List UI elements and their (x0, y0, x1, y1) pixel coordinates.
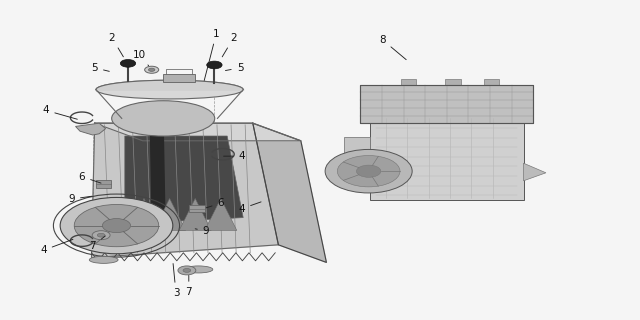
Circle shape (178, 266, 196, 275)
Bar (370, 117, 524, 200)
Polygon shape (205, 198, 237, 230)
Circle shape (120, 60, 136, 67)
Circle shape (97, 233, 105, 237)
Text: 4: 4 (239, 202, 261, 214)
Text: 2: 2 (109, 33, 124, 57)
Polygon shape (154, 198, 186, 230)
Text: 4: 4 (223, 151, 245, 161)
Circle shape (148, 68, 155, 71)
Circle shape (102, 219, 131, 233)
Text: 8: 8 (380, 35, 406, 60)
Circle shape (92, 231, 110, 240)
Bar (163, 74, 195, 82)
Polygon shape (128, 198, 160, 230)
Polygon shape (150, 128, 165, 230)
Bar (445, 79, 461, 85)
Bar (96, 180, 111, 188)
Ellipse shape (184, 266, 212, 273)
Text: 7: 7 (186, 276, 192, 297)
Text: 9: 9 (195, 226, 209, 236)
Text: 4: 4 (43, 105, 77, 119)
Polygon shape (253, 123, 326, 262)
Text: 6: 6 (206, 198, 224, 208)
Text: 5: 5 (92, 63, 109, 73)
Circle shape (325, 149, 412, 193)
Text: 7: 7 (90, 236, 106, 251)
Circle shape (207, 61, 222, 69)
Text: 9: 9 (68, 194, 92, 204)
Circle shape (60, 197, 173, 254)
Polygon shape (76, 123, 106, 135)
Text: 1: 1 (204, 28, 220, 81)
Bar (360, 85, 533, 123)
Polygon shape (125, 136, 243, 224)
Bar (484, 79, 499, 85)
Ellipse shape (111, 101, 215, 136)
Polygon shape (92, 123, 278, 258)
Circle shape (183, 268, 191, 272)
Circle shape (74, 204, 159, 247)
Bar (189, 205, 205, 212)
Polygon shape (524, 163, 546, 181)
Bar (360, 85, 533, 123)
Polygon shape (95, 123, 301, 141)
Text: 4: 4 (40, 239, 73, 255)
Text: 6: 6 (79, 172, 101, 183)
Ellipse shape (90, 256, 118, 263)
Ellipse shape (96, 80, 243, 99)
Text: 5: 5 (225, 63, 243, 73)
Text: 2: 2 (222, 33, 237, 57)
Text: 3: 3 (173, 264, 179, 298)
Circle shape (356, 165, 381, 177)
Bar (344, 137, 370, 187)
Text: 10: 10 (133, 50, 148, 66)
Circle shape (337, 156, 400, 187)
Circle shape (145, 66, 159, 73)
Bar (401, 79, 416, 85)
Polygon shape (179, 198, 211, 230)
